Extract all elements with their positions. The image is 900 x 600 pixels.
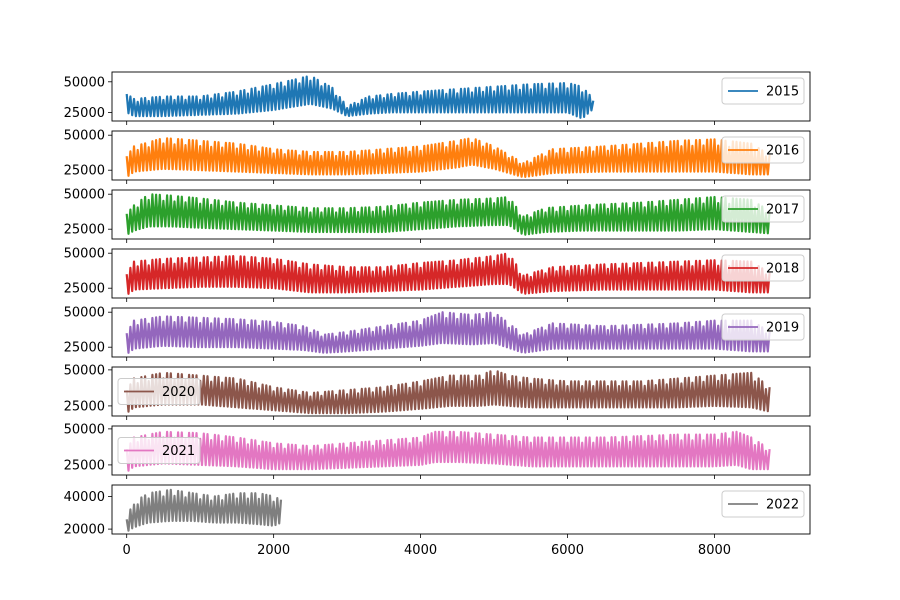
legend-2017: 2017 bbox=[721, 195, 805, 223]
shared-x-axis: 0 2000 4000 6000 8000 bbox=[123, 543, 731, 558]
y-tick-label: 25000 bbox=[64, 282, 105, 297]
series-line-2018 bbox=[125, 252, 771, 295]
y-tick-label: 50000 bbox=[64, 422, 105, 437]
axes-frame-2020 bbox=[111, 366, 811, 417]
series-line-2020 bbox=[125, 370, 771, 415]
legend-box bbox=[721, 136, 805, 164]
legend-label: 2015 bbox=[766, 85, 799, 100]
series-line-2019 bbox=[125, 311, 771, 354]
legend-box bbox=[721, 77, 805, 105]
legend-2022: 2022 bbox=[721, 490, 805, 518]
axes-frame-2022 bbox=[111, 484, 811, 535]
legend-2015: 2015 bbox=[721, 77, 805, 105]
legend-box bbox=[721, 195, 805, 223]
y-tick-label: 25000 bbox=[64, 164, 105, 179]
y-tick-label: 50000 bbox=[64, 75, 105, 90]
y-tick-label: 25000 bbox=[64, 399, 105, 414]
subplot-2016: 25000 50000 2016 bbox=[64, 129, 811, 184]
series-line-2016 bbox=[125, 137, 771, 178]
x-tick-label: 8000 bbox=[698, 543, 731, 558]
legend-label: 2017 bbox=[766, 203, 799, 218]
y-tick-label: 25000 bbox=[64, 223, 105, 238]
subplot-2020: 25000 50000 2020 bbox=[64, 363, 811, 420]
legend-box bbox=[117, 437, 201, 464]
legend-label: 2020 bbox=[162, 385, 195, 400]
x-tick-label: 0 bbox=[123, 543, 131, 558]
legend-2016: 2016 bbox=[721, 136, 805, 164]
subplot-2018: 25000 50000 2018 bbox=[64, 247, 811, 302]
legend-box bbox=[721, 254, 805, 282]
series-line-2017 bbox=[125, 193, 771, 236]
axes-frame-2019 bbox=[111, 307, 811, 358]
legend-label: 2016 bbox=[766, 144, 799, 159]
series-line-2022 bbox=[125, 488, 283, 532]
legend-2021: 2021 bbox=[117, 437, 201, 464]
y-tick-label: 50000 bbox=[64, 129, 105, 144]
legend-label: 2019 bbox=[766, 321, 799, 336]
legend-2018: 2018 bbox=[721, 254, 805, 282]
legend-box bbox=[721, 490, 805, 518]
legend-label: 2021 bbox=[162, 444, 195, 459]
y-tick-label: 40000 bbox=[64, 490, 105, 505]
subplot-2015: 25000 50000 2015 bbox=[64, 71, 811, 125]
legend-2020: 2020 bbox=[117, 378, 201, 405]
y-tick-label: 25000 bbox=[64, 341, 105, 356]
x-tick-label: 2000 bbox=[257, 543, 290, 558]
y-tick-label: 50000 bbox=[64, 247, 105, 262]
axes-frame-2017 bbox=[111, 189, 811, 240]
x-tick-label: 4000 bbox=[404, 543, 437, 558]
series-line-2015 bbox=[125, 75, 595, 119]
subplot-2017: 25000 50000 2017 bbox=[64, 188, 811, 243]
x-tick-label: 6000 bbox=[551, 543, 584, 558]
subplot-2019: 25000 50000 2019 bbox=[64, 306, 811, 361]
subplot-2021: 25000 50000 2021 bbox=[64, 422, 811, 479]
series-line-2021 bbox=[125, 430, 771, 472]
legend-label: 2018 bbox=[766, 262, 799, 277]
y-tick-label: 20000 bbox=[64, 523, 105, 538]
subplot-2022: 20000 40000 2022 bbox=[64, 484, 811, 538]
y-tick-label: 50000 bbox=[64, 363, 105, 378]
legend-label: 2022 bbox=[766, 498, 799, 513]
y-tick-label: 25000 bbox=[64, 458, 105, 473]
legend-box bbox=[721, 313, 805, 341]
y-tick-label: 50000 bbox=[64, 306, 105, 321]
axes-frame-2018 bbox=[111, 248, 811, 299]
y-tick-label: 50000 bbox=[64, 188, 105, 203]
axes-frame-2016 bbox=[111, 130, 811, 181]
legend-2019: 2019 bbox=[721, 313, 805, 341]
axes-frame-2021 bbox=[111, 425, 811, 476]
axes-frame-2015 bbox=[111, 71, 811, 122]
y-tick-label: 25000 bbox=[64, 106, 105, 121]
subplot-panels: 25000 50000 2015 25000 50000 2016 25000 50000 20… bbox=[64, 71, 811, 538]
legend-box bbox=[117, 378, 201, 405]
